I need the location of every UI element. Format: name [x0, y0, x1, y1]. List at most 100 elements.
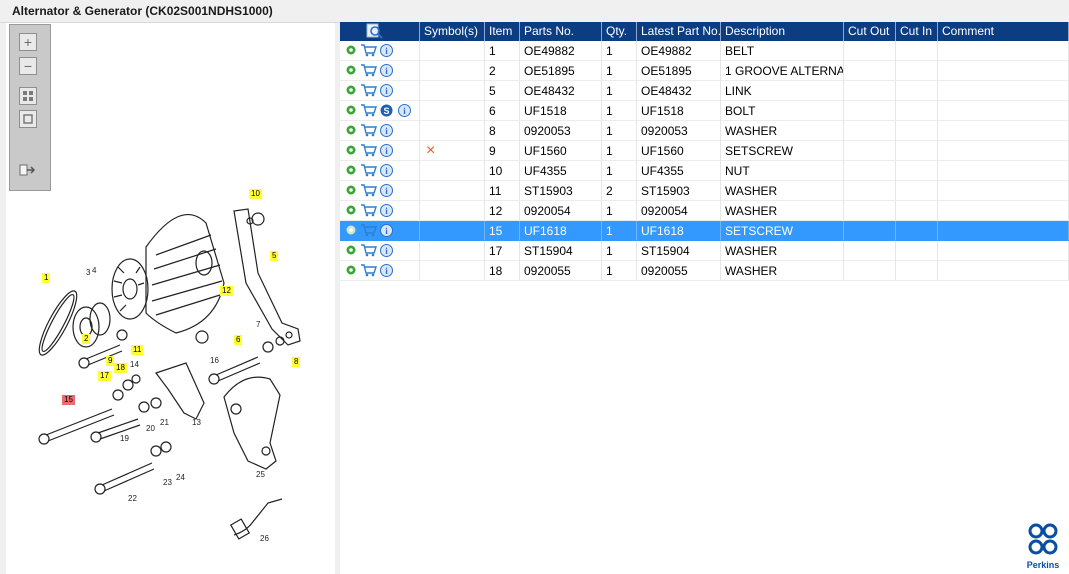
callout-2[interactable]: 2	[82, 334, 91, 344]
zoom-out-button[interactable]: −	[19, 57, 37, 75]
callout-18[interactable]: 18	[114, 363, 127, 373]
callout-12[interactable]: 12	[220, 286, 233, 296]
gear-icon[interactable]	[345, 264, 357, 276]
zoom-in-button[interactable]: +	[19, 33, 37, 51]
callout-15[interactable]: 15	[62, 395, 75, 405]
table-row[interactable]: i 1 OE49882 1 OE49882 BELT	[340, 41, 1069, 61]
cart-icon[interactable]	[360, 104, 377, 117]
info-icon[interactable]: i	[380, 124, 393, 137]
diagram-pane[interactable]: + −	[6, 23, 336, 574]
callout-17[interactable]: 17	[98, 371, 111, 381]
gear-icon[interactable]	[345, 104, 357, 116]
info-icon[interactable]: i	[398, 104, 411, 117]
cart-icon[interactable]	[360, 204, 377, 217]
actual-size-button[interactable]	[19, 110, 37, 128]
comment-cell	[938, 201, 1069, 221]
column-header-qty[interactable]: Qty.	[602, 22, 637, 41]
cart-icon[interactable]	[360, 64, 377, 77]
callout-9[interactable]: 9	[106, 356, 115, 366]
latest-part-cell: 0920053	[637, 121, 721, 141]
gear-icon[interactable]	[345, 164, 357, 176]
callout-11[interactable]: 11	[131, 345, 144, 355]
table-row[interactable]: i 17 ST15904 1 ST15904 WASHER	[340, 241, 1069, 261]
cart-icon[interactable]	[360, 164, 377, 177]
info-icon[interactable]: i	[380, 64, 393, 77]
perkins-logo-icon	[1028, 523, 1058, 555]
info-icon[interactable]: i	[380, 224, 393, 237]
cart-icon[interactable]	[360, 44, 377, 57]
table-row[interactable]: i 11 ST15903 2 ST15903 WASHER	[340, 181, 1069, 201]
gear-icon[interactable]	[345, 144, 357, 156]
table-row[interactable]: i 18 0920055 1 0920055 WASHER	[340, 261, 1069, 281]
info-icon[interactable]: i	[380, 144, 393, 157]
table-row[interactable]: i 5 OE48432 1 OE48432 LINK	[340, 81, 1069, 101]
column-header-latest-part-no[interactable]: Latest Part No.	[637, 22, 721, 41]
column-header-actions[interactable]	[340, 22, 420, 41]
column-header-description[interactable]: Description	[721, 22, 844, 41]
cart-icon[interactable]	[360, 144, 377, 157]
column-header-parts-no[interactable]: Parts No.	[520, 22, 602, 41]
column-header-item[interactable]: Item	[485, 22, 520, 41]
cart-icon[interactable]	[360, 84, 377, 97]
cut-in-cell	[896, 181, 938, 201]
cart-icon[interactable]	[360, 244, 377, 257]
table-row[interactable]: i × 9 UF1560 1 UF1560 SETSCREW	[340, 141, 1069, 161]
gear-icon[interactable]	[345, 44, 357, 56]
comment-cell	[938, 241, 1069, 261]
cart-icon[interactable]	[360, 264, 377, 277]
pane-splitter[interactable]	[335, 23, 340, 574]
gear-icon[interactable]	[345, 64, 357, 76]
cart-icon[interactable]	[360, 184, 377, 197]
column-header-symbol-s[interactable]: Symbol(s)	[420, 22, 485, 41]
info-icon[interactable]: i	[380, 44, 393, 57]
info-icon[interactable]: i	[380, 264, 393, 277]
info-icon[interactable]: i	[380, 184, 393, 197]
latest-part-cell: UF1618	[637, 221, 721, 241]
part-number-cell: 0920055	[520, 261, 602, 281]
supersession-icon[interactable]: S	[380, 104, 393, 117]
exploded-parts-diagram: 3 4 7 14 16 13 19 20 21 22 23 24 25 26	[38, 208, 301, 543]
column-header-cut-in[interactable]: Cut In	[896, 22, 938, 41]
table-row[interactable]: i 8 0920053 1 0920053 WASHER	[340, 121, 1069, 141]
table-row[interactable]: i 15 UF1618 1 UF1618 SETSCREW	[340, 221, 1069, 241]
comment-cell	[938, 141, 1069, 161]
callout-1[interactable]: 1	[42, 273, 51, 283]
gear-icon[interactable]	[345, 124, 357, 136]
info-icon[interactable]: i	[380, 84, 393, 97]
gear-icon[interactable]	[345, 84, 357, 96]
table-row[interactable]: i 10 UF4355 1 UF4355 NUT	[340, 161, 1069, 181]
diagram-label: 14	[130, 360, 139, 369]
gear-icon[interactable]	[345, 204, 357, 216]
callout-5[interactable]: 5	[270, 251, 279, 261]
actions-cell: i	[340, 161, 420, 181]
fit-all-button[interactable]	[19, 87, 37, 105]
callout-10[interactable]: 10	[249, 189, 262, 199]
svg-text:i: i	[385, 186, 388, 196]
cart-icon[interactable]	[360, 124, 377, 137]
info-icon[interactable]: i	[380, 244, 393, 257]
gear-icon[interactable]	[345, 224, 357, 236]
brand-name: Perkins	[1026, 560, 1060, 570]
callout-6[interactable]: 6	[234, 335, 243, 345]
comment-cell	[938, 41, 1069, 61]
gear-icon[interactable]	[345, 184, 357, 196]
diagram-label: 22	[128, 494, 137, 503]
column-header-cut-out[interactable]: Cut Out	[844, 22, 896, 41]
info-icon[interactable]: i	[380, 164, 393, 177]
cut-out-cell	[844, 81, 896, 101]
export-button[interactable]	[19, 163, 37, 181]
info-icon[interactable]: i	[380, 204, 393, 217]
callout-8[interactable]: 8	[292, 357, 301, 367]
table-row[interactable]: i 12 0920054 1 0920054 WASHER	[340, 201, 1069, 221]
item-cell: 15	[485, 221, 520, 241]
column-header-comment[interactable]: Comment	[938, 22, 1069, 41]
symbol-cell	[420, 121, 485, 141]
svg-text:i: i	[403, 106, 406, 116]
cart-icon[interactable]	[360, 224, 377, 237]
search-parts-icon	[366, 23, 383, 39]
gear-icon[interactable]	[345, 244, 357, 256]
cut-out-cell	[844, 181, 896, 201]
